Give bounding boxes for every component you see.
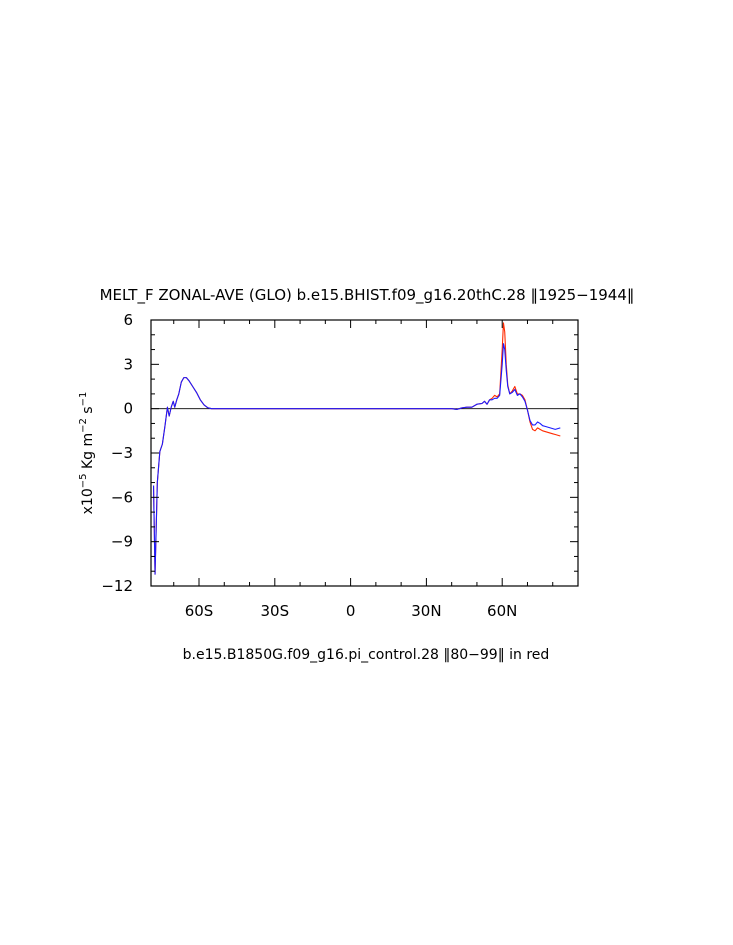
chart-title: MELT_F ZONAL-AVE (GLO) b.e15.BHIST.f09_g… <box>100 286 635 305</box>
y-tick-label: −6 <box>111 488 133 506</box>
x-tick-label: 0 <box>346 602 356 620</box>
x-tick-label: 30S <box>261 602 290 620</box>
y-tick-label: 6 <box>123 311 133 329</box>
y-axis-label: x10−5 Kg m−2 s−1 <box>78 392 96 515</box>
x-axis-ticks <box>173 320 554 586</box>
x-axis-tick-labels: 60S 30S 0 30N 60N <box>185 602 518 620</box>
y-tick-label: −9 <box>111 533 133 551</box>
y-axis-tick-labels: 6 3 0 −3 −6 −9 −12 <box>101 311 133 595</box>
chart-subtitle: b.e15.B1850G.f09_g16.pi_control.28 ‖80−9… <box>183 647 550 663</box>
series-lines <box>152 322 561 575</box>
x-tick-label: 60N <box>487 602 517 620</box>
series-line-2 <box>152 343 561 575</box>
x-tick-label: 30N <box>411 602 441 620</box>
plot-frame <box>150 319 579 587</box>
series-line-1 <box>152 322 561 575</box>
y-axis-ticks <box>151 319 578 587</box>
plot-area: 60S 30S 0 30N 60N 6 3 0 −3 −6 −9 −12 <box>101 311 579 620</box>
y-tick-label: −3 <box>111 444 133 462</box>
y-tick-label: −12 <box>101 577 133 595</box>
y-tick-label: 0 <box>123 400 133 418</box>
x-tick-label: 60S <box>185 602 214 620</box>
y-tick-label: 3 <box>123 355 133 373</box>
